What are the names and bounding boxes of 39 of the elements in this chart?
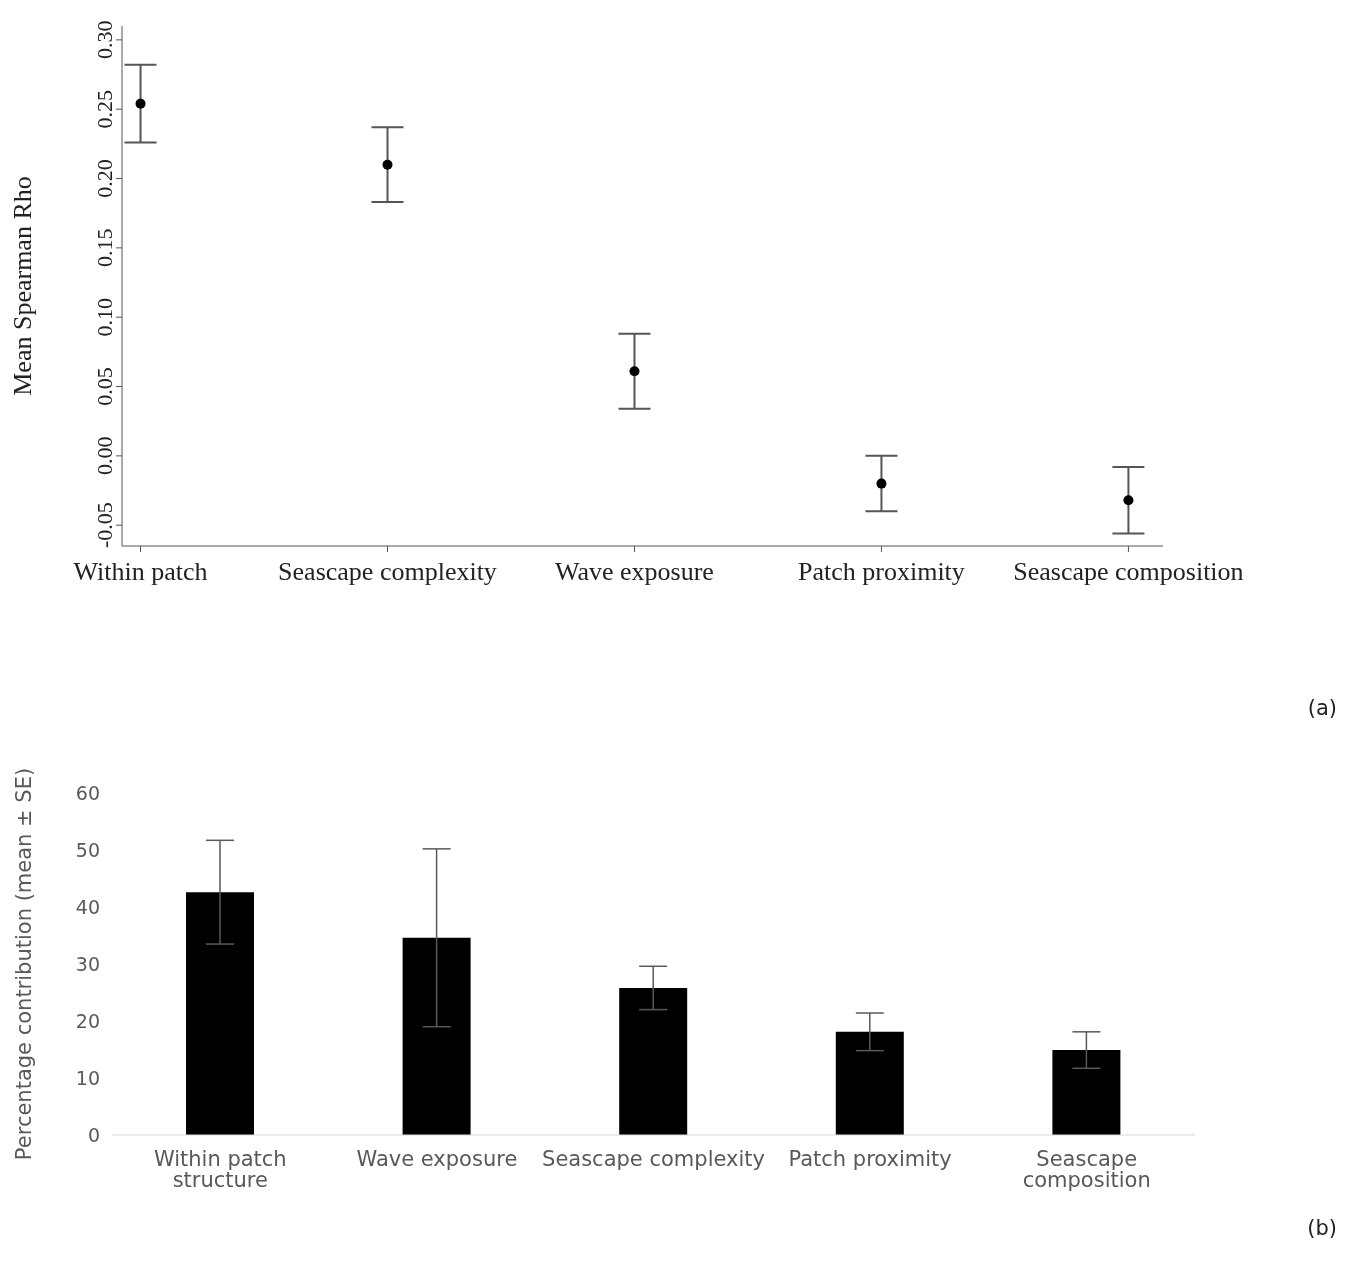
x-tick-label: Patch proximity [788, 1146, 952, 1171]
point [629, 366, 640, 377]
point [876, 478, 887, 489]
y-axis-title: Mean Spearman Rho [8, 176, 38, 396]
y-tick-label: 40 [75, 895, 100, 918]
bar [186, 892, 254, 1135]
x-tick-label: Seascape complexity [278, 557, 497, 587]
x-tick-label: Seascape composition [1022, 1146, 1151, 1192]
y-tick-label: 50 [75, 838, 100, 861]
text: (b) [1307, 1216, 1337, 1240]
x-tick-label: Patch proximity [798, 557, 965, 587]
y-tick-label: 0.25 [91, 89, 117, 129]
y-tick-label: 30 [75, 952, 100, 975]
x-tick-label: Wave exposure [555, 557, 714, 587]
y-tick-label: 20 [75, 1009, 100, 1032]
y-tick-label: 0 [87, 1123, 100, 1146]
point [135, 98, 146, 109]
y-tick-label: 0.05 [91, 367, 117, 406]
point [1123, 495, 1134, 506]
y-tick-label: -0.05 [91, 502, 117, 549]
bar [1052, 1050, 1121, 1135]
bar [402, 937, 471, 1135]
text: (a) [1307, 696, 1337, 720]
y-tick-label: 60 [75, 781, 100, 804]
y-axis-title: Percentage contribution (mean ± SE) [12, 767, 37, 1161]
y-tick-label: 0.15 [91, 228, 117, 268]
x-tick-label: Within patch structure [153, 1146, 287, 1192]
x-tick-label: Wave exposure [356, 1146, 518, 1171]
y-tick-label: 0.10 [91, 297, 117, 337]
y-tick-label: 0.20 [91, 159, 117, 198]
x-tick-label: Within patch [73, 557, 208, 587]
y-tick-label: 0.30 [91, 20, 117, 60]
bar [619, 987, 688, 1135]
x-tick-label: Seascape composition [1013, 557, 1244, 587]
x-tick-label: Seascape complexity [542, 1146, 765, 1171]
bar [835, 1031, 904, 1135]
point [382, 159, 393, 170]
y-tick-label: 10 [75, 1066, 100, 1089]
y-tick-label: 0.00 [91, 436, 117, 476]
